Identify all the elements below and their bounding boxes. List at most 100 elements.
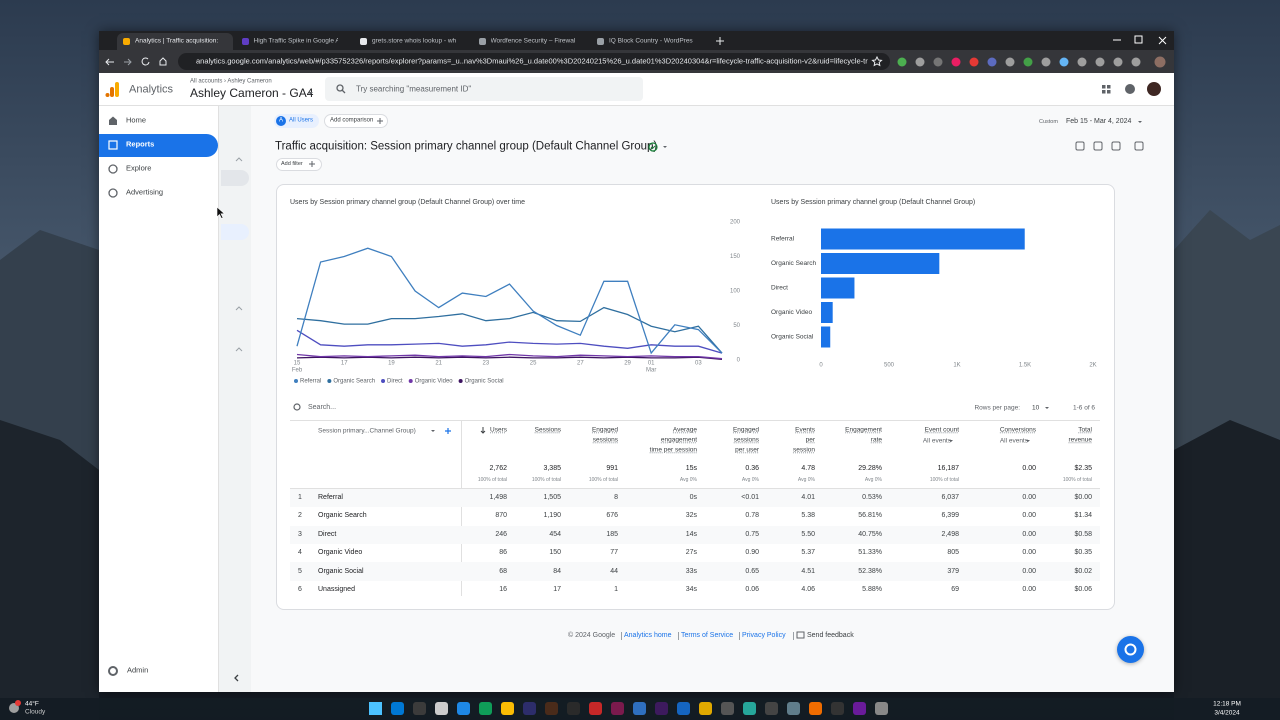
- taskbar-app[interactable]: [523, 702, 536, 715]
- taskbar-app[interactable]: [633, 702, 646, 715]
- taskbar-app[interactable]: [655, 702, 668, 715]
- address-box[interactable]: [178, 53, 890, 70]
- column-header[interactable]: Sessions: [534, 426, 561, 434]
- add-comparison-label: Add comparison: [330, 117, 374, 124]
- column-header[interactable]: Average: [672, 426, 697, 434]
- footer-feedback[interactable]: Send feedback: [807, 631, 854, 639]
- total-value: 16,187: [937, 464, 959, 472]
- column-header[interactable]: rate: [870, 436, 882, 444]
- row-label[interactable]: Direct: [318, 530, 337, 538]
- row-value: 454: [549, 530, 561, 538]
- taskbar-app[interactable]: [435, 702, 448, 715]
- row-value: $0.00: [1074, 493, 1092, 501]
- taskbar-app[interactable]: [743, 702, 756, 715]
- column-header[interactable]: Events: [795, 426, 815, 434]
- nav-item[interactable]: Advertising: [126, 187, 164, 197]
- tab-favicon: [241, 38, 249, 45]
- row-index: 4: [298, 549, 302, 557]
- row-value: 0.90: [745, 549, 759, 557]
- column-header[interactable]: engagement: [660, 436, 697, 444]
- column-header[interactable]: session: [792, 446, 815, 454]
- column-header[interactable]: Users: [490, 426, 507, 434]
- tab-title[interactable]: grets.store whois lookup - who...: [372, 37, 456, 45]
- mountain: [0, 420, 99, 720]
- row-label[interactable]: Unassigned: [318, 585, 355, 593]
- taskbar-app[interactable]: [567, 702, 580, 715]
- row-value: 16: [499, 585, 507, 593]
- taskbar-app[interactable]: [721, 702, 734, 715]
- side-pill: [221, 170, 249, 186]
- column-subheader[interactable]: All events: [922, 437, 951, 445]
- table-search[interactable]: Search...: [308, 403, 337, 411]
- row-value: 1,190: [543, 512, 561, 520]
- nav-selected[interactable]: [99, 134, 218, 157]
- row-label[interactable]: Organic Search: [318, 512, 367, 520]
- header-divider: [99, 105, 1174, 106]
- tab[interactable]: [117, 33, 233, 50]
- column-subheader[interactable]: All events: [999, 437, 1028, 445]
- column-header[interactable]: per: [805, 436, 815, 444]
- nav-admin[interactable]: Admin: [127, 665, 149, 675]
- taskbar-app[interactable]: [413, 702, 426, 715]
- row-label[interactable]: Organic Video: [318, 549, 363, 557]
- column-header[interactable]: Event count: [924, 426, 959, 434]
- taskbar-app[interactable]: [457, 702, 470, 715]
- tab-title[interactable]: Wordfence Security – Firewall, ...: [490, 37, 575, 45]
- date-range[interactable]: Feb 15 - Mar 4, 2024: [1066, 117, 1132, 125]
- tab-title[interactable]: High Traffic Spike in Google An...: [253, 37, 338, 45]
- taskbar-app[interactable]: [809, 702, 822, 715]
- footer-link[interactable]: Privacy Policy: [742, 631, 786, 639]
- taskbar-app[interactable]: [479, 702, 492, 715]
- footer-link[interactable]: Terms of Service: [681, 631, 734, 639]
- row-value: 0.65: [745, 567, 759, 575]
- add-comparison[interactable]: [324, 114, 388, 128]
- row-value: 0.53%: [862, 493, 882, 501]
- nav-item[interactable]: Home: [126, 115, 147, 125]
- row-value: 0.00: [1022, 567, 1036, 575]
- taskbar-app[interactable]: [589, 702, 602, 715]
- taskbar-app[interactable]: [391, 702, 404, 715]
- footer-link[interactable]: Analytics home: [624, 631, 672, 639]
- column-header[interactable]: per user: [735, 446, 759, 454]
- row-label[interactable]: Organic Social: [318, 567, 364, 575]
- url[interactable]: analytics.google.com/analytics/web/#/p33…: [196, 57, 868, 66]
- taskbar-app[interactable]: [875, 702, 888, 715]
- rows-per-page[interactable]: 10: [1032, 404, 1040, 412]
- column-header[interactable]: Conversions: [999, 426, 1036, 434]
- taskbar-app[interactable]: [545, 702, 558, 715]
- row-value: 5.37: [801, 549, 815, 557]
- column-header[interactable]: sessions: [733, 436, 759, 444]
- column-header[interactable]: Engagement: [845, 426, 882, 434]
- property-name[interactable]: Ashley Cameron - GA4: [190, 86, 314, 101]
- column-header[interactable]: Engaged: [591, 426, 618, 434]
- nav-divider: [218, 106, 219, 692]
- row-value: 84: [553, 567, 561, 575]
- total-value: 3,385: [543, 464, 561, 472]
- column-header[interactable]: Total: [1078, 426, 1092, 434]
- footer-separator: [739, 632, 740, 640]
- taskbar-app[interactable]: [853, 702, 866, 715]
- taskbar-app[interactable]: [611, 702, 624, 715]
- total-value: 4.78: [801, 464, 815, 472]
- tab-title[interactable]: IQ Block Country - WordPress p...: [609, 37, 693, 45]
- settings-fab[interactable]: [1117, 636, 1144, 663]
- taskbar-app[interactable]: [677, 702, 690, 715]
- nav-item[interactable]: Explore: [126, 163, 152, 173]
- taskbar-app[interactable]: [831, 702, 844, 715]
- row-label[interactable]: Referral: [318, 493, 343, 501]
- breadcrumb[interactable]: All accounts › Ashley Cameron: [190, 78, 272, 85]
- taskbar-app[interactable]: [787, 702, 800, 715]
- search-box[interactable]: [325, 77, 643, 101]
- tab-title[interactable]: Analytics | Traffic acquisition: S...: [135, 37, 219, 45]
- taskbar-app[interactable]: [699, 702, 712, 715]
- dimension-header[interactable]: Session primary...Channel Group): [318, 427, 416, 435]
- total-sub: 100% of total: [477, 477, 507, 484]
- total-sub: Avg 0%: [864, 477, 882, 484]
- column-header[interactable]: Engaged: [732, 426, 759, 434]
- nav-item[interactable]: Reports: [126, 139, 155, 149]
- taskbar-app[interactable]: [765, 702, 778, 715]
- taskbar-app[interactable]: [501, 702, 514, 715]
- column-header[interactable]: revenue: [1068, 436, 1093, 444]
- column-header[interactable]: time per session: [649, 446, 697, 454]
- column-header[interactable]: sessions: [592, 436, 618, 444]
